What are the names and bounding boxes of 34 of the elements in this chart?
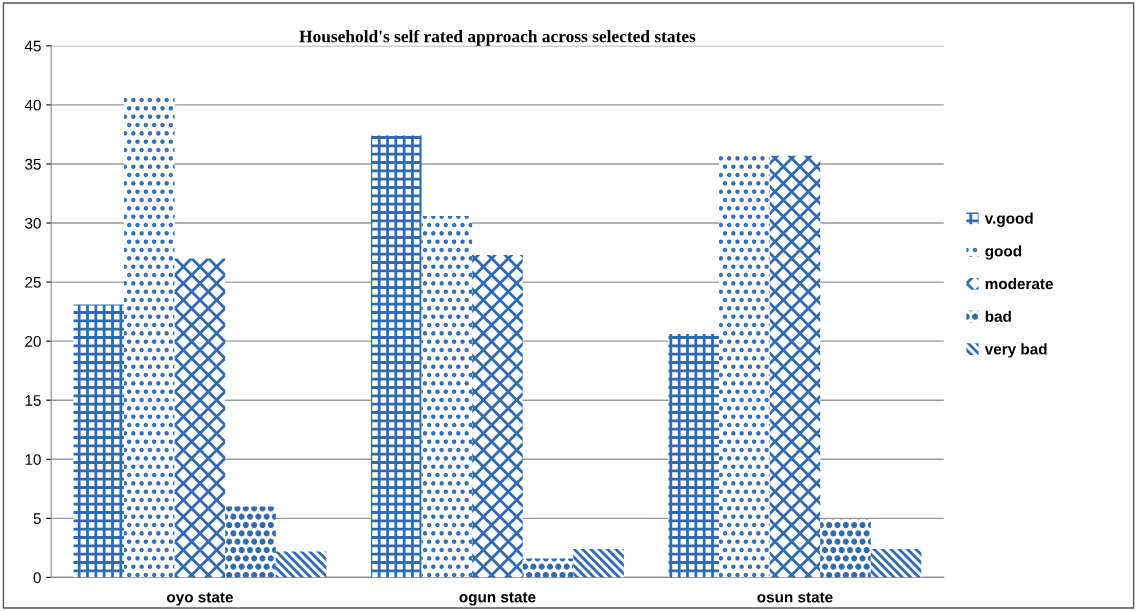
bar [719, 155, 770, 578]
bar [522, 558, 574, 578]
y-tick-label: 40 [24, 99, 41, 111]
y-tick-label: 15 [25, 395, 41, 406]
y-tick-label: 5 [33, 513, 41, 525]
bar [225, 506, 276, 578]
y-tick-label: 35 [25, 158, 41, 170]
y-tick-label: 20 [25, 336, 41, 347]
x-tick-label: osun state [757, 592, 833, 603]
bar [174, 258, 226, 578]
bar [870, 549, 922, 578]
bar [275, 551, 327, 578]
legend-label: good [985, 245, 1022, 260]
y-tick-label: 10 [25, 454, 41, 465]
bar [769, 155, 821, 578]
y-tick-label: 30 [25, 217, 41, 229]
legend-label: moderate [985, 278, 1053, 290]
legend-label: bad [985, 310, 1011, 322]
bar [573, 549, 624, 578]
x-tick-label: ogun state [459, 592, 536, 606]
bar [820, 519, 871, 578]
y-tick-label: 0 [33, 572, 41, 584]
bar [73, 304, 125, 578]
y-tick-label: 45 [24, 40, 41, 52]
y-tick-label: 25 [25, 276, 41, 288]
bar [421, 215, 473, 578]
bar [472, 254, 523, 578]
bar [668, 334, 720, 578]
x-tick-label: oyo state [166, 592, 233, 606]
chart-title: Household's self rated approach across selected states [299, 29, 696, 46]
legend-label: very bad [984, 343, 1047, 358]
bar [370, 135, 422, 578]
legend-label: v.good [984, 212, 1033, 227]
bar [124, 94, 175, 578]
